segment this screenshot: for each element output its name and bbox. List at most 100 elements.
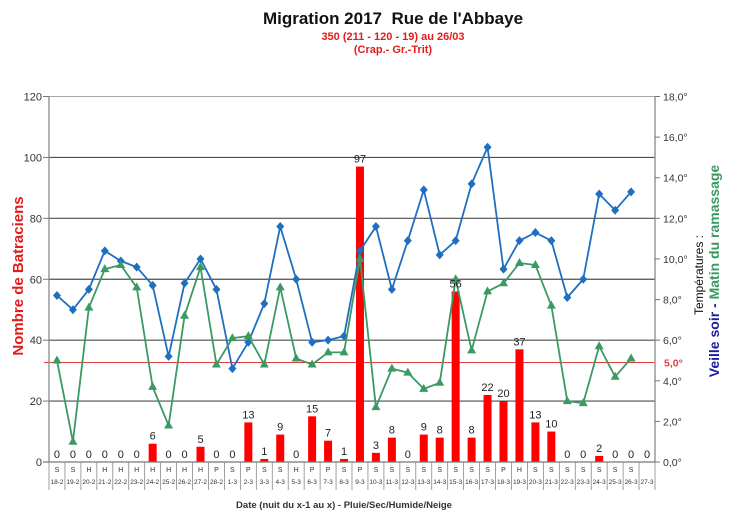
weather-label: P (358, 467, 363, 474)
triangle-marker (371, 402, 381, 411)
triangle-marker (451, 274, 461, 283)
weather-label: H (517, 467, 522, 474)
triangle-marker (562, 396, 572, 405)
triangle-marker (164, 420, 174, 429)
triangle-marker (594, 341, 604, 350)
triangle-marker (323, 347, 333, 356)
weather-label: S (390, 467, 395, 474)
bar (595, 455, 604, 462)
triangle-marker (132, 282, 142, 291)
bar-value-label: 10 (545, 419, 557, 431)
date-label: 14-3 (433, 479, 446, 486)
legend-separator: - (706, 299, 722, 312)
date-label: 15-3 (449, 479, 462, 486)
y-tick-label-right: 14,0° (663, 173, 688, 185)
bar (451, 291, 460, 462)
y-axis-title-right-prefix: Températures : (692, 234, 706, 316)
weather-label: S (374, 467, 379, 474)
diamond-marker (292, 274, 301, 284)
bar-value-label: 0 (86, 449, 92, 461)
triangle-marker (100, 264, 110, 273)
y-tick-label-left: 100 (24, 152, 42, 164)
diamond-marker (387, 284, 396, 294)
bar-value-label: 8 (469, 425, 475, 437)
triangle-marker (546, 300, 556, 309)
triangle-marker (387, 363, 397, 372)
weather-label: S (469, 467, 474, 474)
date-label: 4-3 (276, 479, 286, 486)
weather-label: S (581, 467, 586, 474)
y-tick-label-right: 0,0° (663, 457, 682, 469)
y-tick-label-right: 4,0° (663, 376, 682, 388)
bar-value-label: 37 (513, 336, 525, 348)
triangle-marker (578, 398, 588, 407)
triangle-marker (419, 383, 429, 392)
y-tick-label-right: 18,0° (663, 92, 688, 104)
triangle-marker (291, 353, 301, 362)
chart-title: Migration 2017 Rue de l'Abbaye (262, 9, 524, 28)
triangle-marker (610, 371, 620, 380)
triangle-marker (355, 253, 365, 262)
y-tick-label-right: 6,0° (663, 335, 682, 347)
bar (196, 446, 205, 462)
bar (148, 443, 157, 462)
diamond-marker (308, 337, 317, 347)
triangle-marker (626, 353, 636, 362)
date-label: 25-3 (609, 479, 622, 486)
triangle-marker (483, 286, 493, 295)
bar-value-label: 0 (54, 449, 60, 461)
bar (531, 422, 540, 462)
y-tick-label-right: 8,0° (663, 295, 682, 307)
triangle-marker (243, 331, 253, 340)
weather-label: S (71, 467, 76, 474)
diamond-marker (451, 236, 460, 246)
weather-label: S (421, 467, 426, 474)
date-label: 17-3 (481, 479, 494, 486)
diamond-marker (148, 280, 157, 290)
weather-label: S (342, 467, 347, 474)
triangle-marker (227, 333, 237, 342)
diamond-marker (100, 246, 109, 256)
diamond-marker (419, 185, 428, 195)
date-label: 26-2 (178, 479, 191, 486)
bar-value-label: 7 (325, 428, 331, 440)
weather-label: S (549, 467, 554, 474)
bar (387, 437, 396, 462)
weather-label: S (533, 467, 538, 474)
weather-label: P (246, 467, 251, 474)
bar-value-label: 0 (118, 449, 124, 461)
weather-label: P (214, 467, 219, 474)
diamond-marker (403, 236, 412, 246)
diamond-marker (371, 221, 380, 231)
bar-value-label: 13 (529, 409, 541, 421)
diamond-marker (611, 205, 620, 215)
date-label: 20-3 (529, 479, 542, 486)
diamond-marker (579, 274, 588, 284)
diamond-marker (164, 351, 173, 361)
triangle-marker (259, 359, 269, 368)
y-tick-label-left: 120 (24, 92, 42, 104)
y-tick-label-left: 80 (30, 213, 42, 225)
y-tick-label-right: 16,0° (663, 132, 688, 144)
date-label: 18-2 (50, 479, 63, 486)
date-label: 1-3 (228, 479, 238, 486)
weather-label: H (294, 467, 299, 474)
bar-value-label: 56 (450, 278, 462, 290)
bar-value-label: 1 (261, 446, 267, 458)
y-tick-label-right: 10,0° (663, 254, 688, 266)
triangle-marker (84, 302, 94, 311)
diamond-marker (355, 246, 364, 256)
date-label: 27-2 (194, 479, 207, 486)
weather-label: P (326, 467, 331, 474)
bar-value-label: 5 (197, 434, 203, 446)
weather-label: S (262, 467, 267, 474)
reference-line-label: 5,0° (664, 357, 683, 369)
diamond-marker (627, 187, 636, 197)
date-label: 22-3 (561, 479, 574, 486)
diamond-marker (515, 236, 524, 246)
weather-label: H (102, 467, 107, 474)
triangle-marker (116, 260, 126, 269)
bar-value-label: 1 (341, 446, 347, 458)
diamond-marker (260, 299, 269, 309)
bar-value-label: 0 (644, 449, 650, 461)
